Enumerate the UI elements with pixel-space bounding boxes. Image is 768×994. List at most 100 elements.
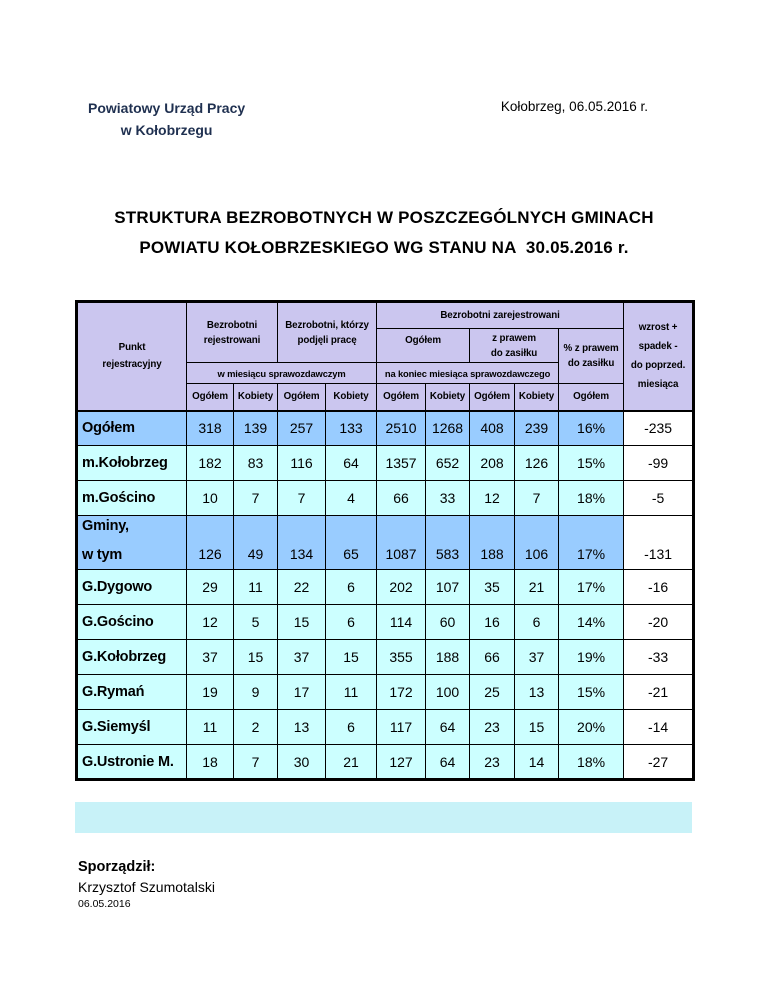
highlight-bar [75, 802, 692, 833]
value-cell: 9 [232, 674, 279, 710]
value-cell: 66 [469, 639, 516, 675]
value-cell: 12 [186, 604, 234, 640]
table-row: m.Gościno 10 7 7 4 66 33 12 7 18% -5 [76, 480, 695, 516]
value-cell: 37 [514, 639, 560, 675]
value-cell: 37 [277, 639, 327, 675]
pct-with-benefit-cell: 14% [558, 604, 625, 640]
change-cell: -5 [623, 480, 695, 516]
value-cell: 30 [277, 744, 327, 780]
value-cell: 11 [232, 569, 279, 605]
col-header-registered: Bezrobotni rejestrowani [185, 301, 279, 363]
table-header: Punkt rejestracyjny Bezrobotni rejestrow… [76, 301, 695, 411]
row-label-line-2: w tym [82, 547, 123, 563]
value-cell: 17 [277, 674, 327, 710]
table-row: Ogółem 318 139 257 133 2510 1268 408 239 16% -235 [76, 410, 695, 446]
value-cell: 126 [514, 445, 560, 481]
value-cell: 107 [425, 569, 471, 605]
value-cell: 15 [277, 604, 327, 640]
value-cell: 134 [277, 515, 327, 570]
value-cell: 7 [277, 480, 327, 516]
value-cell: 15 [325, 639, 378, 675]
prepared-date: 06.05.2016 [78, 898, 131, 910]
value-cell: 6 [325, 569, 378, 605]
subcol-registered-women: Kobiety [232, 383, 279, 411]
value-cell: 5 [232, 604, 279, 640]
value-cell: 1357 [376, 445, 427, 481]
col-header-took-job: Bezrobotni, którzy podjęli pracę [277, 301, 378, 363]
value-cell: 408 [469, 410, 516, 446]
pct-with-benefit-cell: 17% [558, 569, 625, 605]
table-row: G.Siemyśl 11 2 13 6 117 64 23 15 20% -14 [76, 709, 695, 745]
pct-with-benefit-line-2: do zasiłku [567, 358, 615, 369]
subcol-end-women: Kobiety [425, 383, 471, 411]
value-cell: 21 [514, 569, 560, 605]
value-cell: 114 [376, 604, 427, 640]
change-cell: -16 [623, 569, 695, 605]
registration-point-line-2: rejestracyjny [102, 359, 162, 371]
org-line-1: Powiatowy Urząd Pracy [88, 100, 246, 116]
with-benefit-line-2: do zasiłku [490, 347, 538, 359]
pct-with-benefit-cell: 17% [558, 515, 625, 570]
title-line-2: POWIATU KOŁOBRZESKIEGO WG STANU NA 30.05… [139, 238, 629, 257]
col-header-with-benefit: z prawem do zasiłku [469, 328, 560, 363]
change-line-4: miesiąca [637, 379, 679, 391]
change-cell: -131 [623, 515, 695, 570]
value-cell: 11 [186, 709, 234, 745]
value-cell: 318 [186, 410, 234, 446]
col-header-registered-total: Bezrobotni zarejestrowani [376, 301, 625, 329]
value-cell: 10 [186, 480, 234, 516]
subcol-benefit-total: Ogółem [469, 383, 516, 411]
table-row: G.Dygowo 29 11 22 6 202 107 35 21 17% -16 [76, 569, 695, 605]
value-cell: 7 [232, 480, 279, 516]
value-cell: 35 [469, 569, 516, 605]
col-header-total: Ogółem [376, 328, 471, 363]
org-line-2: w Kołobrzegu [120, 122, 213, 138]
col-header-pct-with-benefit: % z prawem do zasiłku [558, 328, 625, 384]
value-cell: 23 [469, 744, 516, 780]
value-cell: 133 [325, 410, 378, 446]
value-cell: 127 [376, 744, 427, 780]
change-line-1: wzrost + [638, 322, 678, 334]
subcol-took-job-women: Kobiety [325, 383, 378, 411]
header-row-1: Punkt rejestracyjny Bezrobotni rejestrow… [76, 301, 695, 411]
row-label: Gminy, w tym [76, 515, 187, 570]
value-cell: 208 [469, 445, 516, 481]
value-cell: 37 [186, 639, 234, 675]
value-cell: 7 [514, 480, 560, 516]
org-name: Powiatowy Urząd Pracy w Kołobrzegu [88, 97, 245, 141]
value-cell: 12 [469, 480, 516, 516]
row-label: m.Kołobrzeg [76, 445, 187, 481]
table-row: G.Ustronie M. 18 7 30 21 127 64 23 14 18% -27 [76, 744, 695, 780]
value-cell: 2510 [376, 410, 427, 446]
value-cell: 13 [277, 709, 327, 745]
registered-line-2: rejestrowani [203, 334, 261, 346]
row-label: Ogółem [76, 410, 187, 446]
registered-line-1: Bezrobotni [206, 319, 258, 331]
value-cell: 21 [325, 744, 378, 780]
row-label: G.Siemyśl [76, 709, 187, 745]
pct-with-benefit-cell: 18% [558, 480, 625, 516]
value-cell: 15 [514, 709, 560, 745]
col-header-in-reporting-month: w miesiącu sprawozdawczym [185, 362, 378, 384]
value-cell: 6 [514, 604, 560, 640]
value-cell: 7 [232, 744, 279, 780]
change-cell: -99 [623, 445, 695, 481]
value-cell: 49 [232, 515, 279, 570]
title-line-1: STRUKTURA BEZROBOTNYCH W POSZCZEGÓLNYCH … [114, 208, 654, 227]
col-header-change: wzrost + spadek - do poprzed. miesiąca [623, 301, 695, 411]
value-cell: 652 [425, 445, 471, 481]
row-label-line-1: G.Siemyśl [82, 719, 151, 735]
value-cell: 13 [514, 674, 560, 710]
value-cell: 188 [469, 515, 516, 570]
table-row: m.Kołobrzeg 182 83 116 64 1357 652 208 126 15% -99 [76, 445, 695, 481]
value-cell: 257 [277, 410, 327, 446]
pct-with-benefit-cell: 19% [558, 639, 625, 675]
value-cell: 106 [514, 515, 560, 570]
value-cell: 583 [425, 515, 471, 570]
pct-with-benefit-cell: 18% [558, 744, 625, 780]
subcol-registered-total: Ogółem [186, 383, 234, 411]
table-row: Gminy, w tym 126 49 134 65 1087 583 188 106 17% -13… [76, 515, 695, 570]
value-cell: 182 [186, 445, 234, 481]
change-line-2: spadek - [638, 341, 678, 353]
